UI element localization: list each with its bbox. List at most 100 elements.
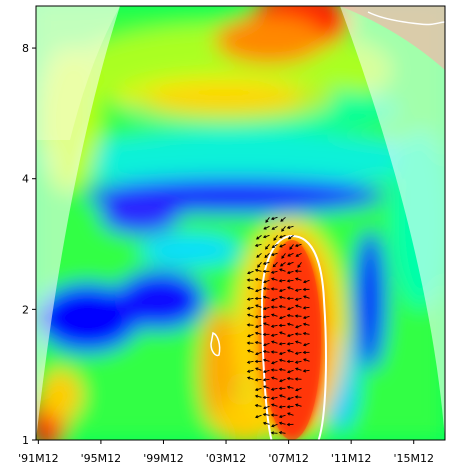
phase-arrow-head <box>302 322 307 326</box>
phase-arrow <box>295 288 302 292</box>
phase-arrow-head <box>246 278 250 282</box>
phase-arrow-head <box>254 352 259 356</box>
phase-arrow <box>279 296 286 299</box>
phase-arrow <box>263 234 270 238</box>
phase-arrow <box>279 368 286 371</box>
phase-arrow <box>271 404 278 407</box>
phase-arrow-head <box>289 246 293 250</box>
phase-arrow-head <box>287 253 291 257</box>
x-tick-label: '07M12 <box>268 452 309 465</box>
phase-arrow <box>289 244 294 250</box>
phase-arrow-head <box>262 395 266 400</box>
phase-arrow <box>295 351 302 355</box>
phase-arrow <box>303 358 310 362</box>
phase-arrow-head <box>294 297 299 301</box>
phase-arrow <box>287 323 294 326</box>
phase-arrow-head <box>278 421 283 425</box>
phase-arrow-head <box>256 254 260 258</box>
phase-arrow-head <box>262 421 267 425</box>
phase-arrow-head <box>270 216 275 221</box>
phase-arrow <box>303 332 310 335</box>
phase-arrow-head <box>286 342 291 346</box>
phase-arrow-head <box>254 394 259 398</box>
phase-arrow-head <box>271 245 275 248</box>
phase-arrow <box>255 324 262 328</box>
heatmap-region <box>215 16 325 64</box>
phase-arrow-head <box>302 306 307 310</box>
phase-arrow-head <box>278 386 282 391</box>
phase-arrow-head <box>279 268 283 272</box>
phase-arrow-head <box>295 325 299 329</box>
phase-arrow <box>288 234 294 240</box>
x-tick-label: '91M12 <box>18 452 59 465</box>
phase-arrow-head <box>270 350 274 354</box>
phase-arrow-head <box>262 369 267 374</box>
phase-arrow <box>287 386 294 389</box>
phase-arrow <box>271 270 278 274</box>
phase-arrow <box>264 253 270 258</box>
phase-arrow <box>271 324 278 328</box>
plot-area <box>36 6 445 440</box>
phase-arrow-head <box>246 341 250 345</box>
phase-arrow <box>263 422 270 425</box>
left-blue-low <box>36 283 140 353</box>
heatmap-region <box>100 195 180 235</box>
phase-arrow <box>287 342 294 345</box>
phase-arrow-head <box>286 225 291 229</box>
phase-arrow-head <box>278 342 283 346</box>
phase-arrow <box>247 306 254 310</box>
phase-arrow <box>263 385 270 389</box>
phase-arrow <box>295 396 302 398</box>
phase-arrow-head <box>254 387 259 392</box>
phase-arrow-head <box>302 315 307 320</box>
phase-arrow <box>247 350 254 353</box>
phase-arrow <box>279 234 286 238</box>
cone-of-influence-top-left <box>36 6 120 140</box>
phase-arrow-head <box>254 243 259 247</box>
phase-arrow-head <box>247 334 251 338</box>
phase-arrow <box>263 315 270 318</box>
phase-arrow <box>295 297 302 301</box>
significance-contour-small <box>210 331 221 357</box>
phase-arrow <box>287 225 294 229</box>
phase-arrow-head <box>262 349 267 354</box>
heatmap-region <box>40 132 440 188</box>
high-coherence-ellipse <box>263 240 321 440</box>
phase-arrow-head <box>265 219 269 223</box>
phase-arrow-head <box>302 331 307 336</box>
phase-arrow <box>279 405 286 408</box>
heatmap-region <box>115 74 335 122</box>
phase-arrow-head <box>262 235 267 239</box>
phase-arrow-head <box>254 289 259 293</box>
phase-arrow <box>247 270 254 274</box>
phase-arrow <box>247 314 254 317</box>
phase-arrow-head <box>294 304 299 308</box>
phase-arrow <box>247 360 254 364</box>
phase-arrow <box>256 252 262 258</box>
x-axis: '91M12 '95M12 '99M12 '03M12 '07M12 '11M12 '15M… <box>18 440 434 465</box>
phase-arrow <box>279 422 286 425</box>
phase-arrow-head <box>303 343 307 347</box>
phase-arrow <box>263 413 270 416</box>
phase-arrow <box>279 288 286 292</box>
phase-arrow <box>287 314 294 317</box>
y-axis: 1 2 4 8 <box>22 42 36 447</box>
x-tick-label: '03M12 <box>206 452 247 465</box>
plot-frame <box>35 5 446 441</box>
phase-arrow <box>255 378 262 381</box>
phase-arrow-head <box>286 296 290 301</box>
phase-arrow <box>263 287 270 290</box>
phase-arrow-head <box>278 414 283 419</box>
phase-arrow-head <box>262 287 267 291</box>
phase-arrow-head <box>254 296 258 301</box>
heatmap-region <box>38 370 82 420</box>
phase-arrow <box>255 315 262 318</box>
phase-arrow-head <box>263 226 267 230</box>
phase-arrow <box>271 314 278 317</box>
x-tick-label: '11M12 <box>331 452 372 465</box>
phase-arrow <box>279 331 286 335</box>
phase-arrow-head <box>286 422 290 427</box>
phase-arrow-head <box>262 269 266 274</box>
phase-arrow-head <box>286 385 291 389</box>
